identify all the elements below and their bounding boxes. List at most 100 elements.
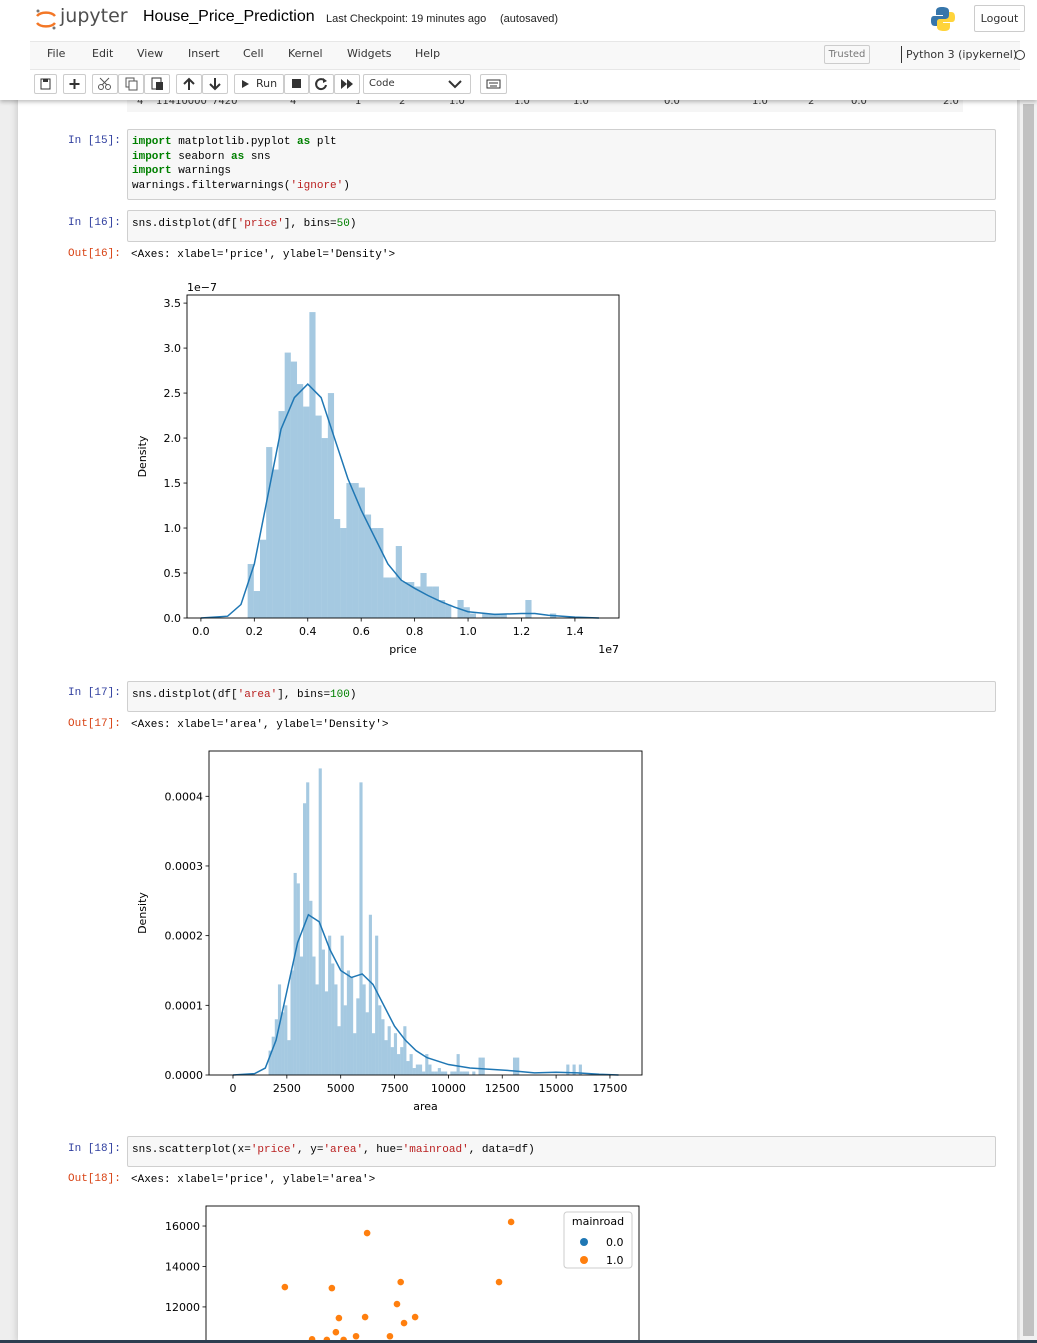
- histogram-bar: [393, 1033, 398, 1075]
- code-cell[interactable]: sns.scatterplot(x='price', y='area', hue…: [127, 1136, 996, 1167]
- menu-item[interactable]: Edit: [92, 47, 114, 60]
- code-cell[interactable]: import matplotlib.pyplot as plt import s…: [127, 129, 996, 200]
- move-up-button[interactable]: [176, 74, 202, 94]
- histogram-bar: [420, 573, 427, 618]
- run-button[interactable]: Run: [234, 74, 284, 94]
- histogram-bar: [462, 1071, 466, 1075]
- histogram-bar: [353, 1033, 357, 1075]
- histogram-bar: [312, 956, 316, 1075]
- histogram-bar: [303, 406, 310, 618]
- histogram-bar: [340, 935, 344, 1075]
- histogram-bar: [362, 984, 366, 1075]
- histogram-bar: [389, 577, 396, 618]
- histogram-bar: [368, 914, 372, 1075]
- cell-type: Code: [369, 78, 395, 89]
- x-axis-label: price: [389, 643, 417, 656]
- histogram-bar: [494, 613, 501, 618]
- paste-button[interactable]: [144, 74, 170, 94]
- histogram-bar: [403, 1026, 407, 1075]
- insert-cell-button[interactable]: [63, 74, 86, 94]
- menu-item[interactable]: View: [137, 47, 164, 60]
- menu-item[interactable]: Kernel: [288, 47, 323, 60]
- histogram-bar: [409, 1054, 413, 1075]
- restart-run-all-button[interactable]: [334, 74, 360, 94]
- table-cell: 1.0: [573, 96, 589, 107]
- histogram-bar: [277, 984, 282, 1075]
- cut-button[interactable]: [92, 74, 118, 94]
- histogram-bar: [337, 1026, 341, 1075]
- histogram-bar: [384, 1040, 388, 1075]
- histogram-bar: [418, 1064, 423, 1075]
- histogram-bar: [318, 768, 322, 1075]
- code-line: sns.scatterplot(x='price', y='area', hue…: [132, 1144, 535, 1156]
- histogram-bar: [387, 1026, 391, 1075]
- move-down-button[interactable]: [202, 74, 228, 94]
- axes-background: [209, 751, 642, 1075]
- menu-item[interactable]: Cell: [243, 47, 264, 60]
- code-cell[interactable]: sns.distplot(df['price'], bins=50): [127, 210, 996, 242]
- save-button[interactable]: [34, 74, 57, 94]
- histogram-bar: [346, 483, 353, 618]
- histogram-bar: [315, 415, 322, 618]
- table-cell: 1.0: [449, 96, 465, 107]
- x-axis-label: area: [413, 1100, 438, 1113]
- interrupt-button[interactable]: [284, 74, 309, 94]
- y-tick-label: 0.0000: [165, 1069, 204, 1082]
- histogram-bar: [438, 600, 446, 618]
- histogram-bar: [328, 935, 332, 1075]
- axes-background: [187, 295, 619, 618]
- x-tick-label: 0.4: [299, 625, 317, 638]
- histogram-bar: [440, 1071, 445, 1075]
- histogram-bar: [290, 970, 294, 1075]
- axes-frame: [186, 294, 620, 619]
- notebook-name[interactable]: House_Price_Prediction: [143, 8, 315, 25]
- histogram-bar: [397, 1054, 401, 1075]
- scrollbar-thumb[interactable]: [1023, 104, 1034, 1336]
- table-cell: 7420: [212, 96, 238, 107]
- menu-item[interactable]: Insert: [188, 47, 220, 60]
- table-cell: 11410000: [156, 96, 207, 107]
- histogram-bar: [297, 384, 304, 618]
- histogram-bar: [303, 803, 307, 1075]
- legend-marker: [580, 1256, 588, 1264]
- histogram-bar: [266, 447, 273, 618]
- logout-button[interactable]: Logout: [974, 5, 1025, 32]
- histogram-bar: [352, 483, 359, 618]
- scatter-point: [400, 1319, 408, 1327]
- x-tick-label: 0.6: [352, 625, 370, 638]
- histogram-bar: [415, 1064, 419, 1075]
- checkpoint: Last Checkpoint: 19 minutes ago: [326, 13, 487, 25]
- run-label: Run: [256, 77, 278, 90]
- histogram-bar: [472, 1071, 476, 1075]
- kernel-name[interactable]: Python 3 (ipykernel): [906, 48, 1018, 61]
- histogram-bar: [465, 1071, 470, 1075]
- cell-type-select[interactable]: Code: [363, 74, 471, 94]
- output-text: <Axes: xlabel='price', ylabel='Density'>: [131, 249, 396, 261]
- y-tick-label: 0.0002: [165, 930, 204, 943]
- menu-item[interactable]: Help: [415, 47, 441, 60]
- y-tick-label: 2.5: [164, 387, 182, 400]
- histogram-bar: [331, 963, 335, 1075]
- copy-button[interactable]: [118, 74, 144, 94]
- histogram-bar: [346, 970, 351, 1075]
- histogram-bar: [425, 1054, 429, 1075]
- kernel-status: [1015, 50, 1025, 60]
- histogram-bar: [566, 1064, 570, 1075]
- histogram-bar: [287, 1040, 291, 1075]
- x-tick-label: 12500: [485, 1082, 520, 1095]
- histogram-bar: [321, 438, 328, 618]
- x-tick-label: 7500: [381, 1082, 409, 1095]
- axes-frame: [205, 1205, 640, 1343]
- x-tick-label: 1.2: [513, 625, 531, 638]
- x-tick-label: 10000: [431, 1082, 466, 1095]
- histogram-bar: [284, 352, 291, 618]
- keyboard-button[interactable]: [480, 74, 507, 94]
- histogram-bar: [271, 1036, 275, 1075]
- input-prompt: In [16]:: [68, 217, 121, 229]
- trusted-indicator[interactable]: Trusted: [824, 45, 870, 64]
- code-cell[interactable]: sns.distplot(df['area'], bins=100): [127, 681, 996, 712]
- restart-button[interactable]: [309, 74, 334, 94]
- menu-item[interactable]: File: [47, 47, 66, 60]
- menu-item[interactable]: Widgets: [347, 47, 392, 60]
- x-tick-label: 2500: [273, 1082, 301, 1095]
